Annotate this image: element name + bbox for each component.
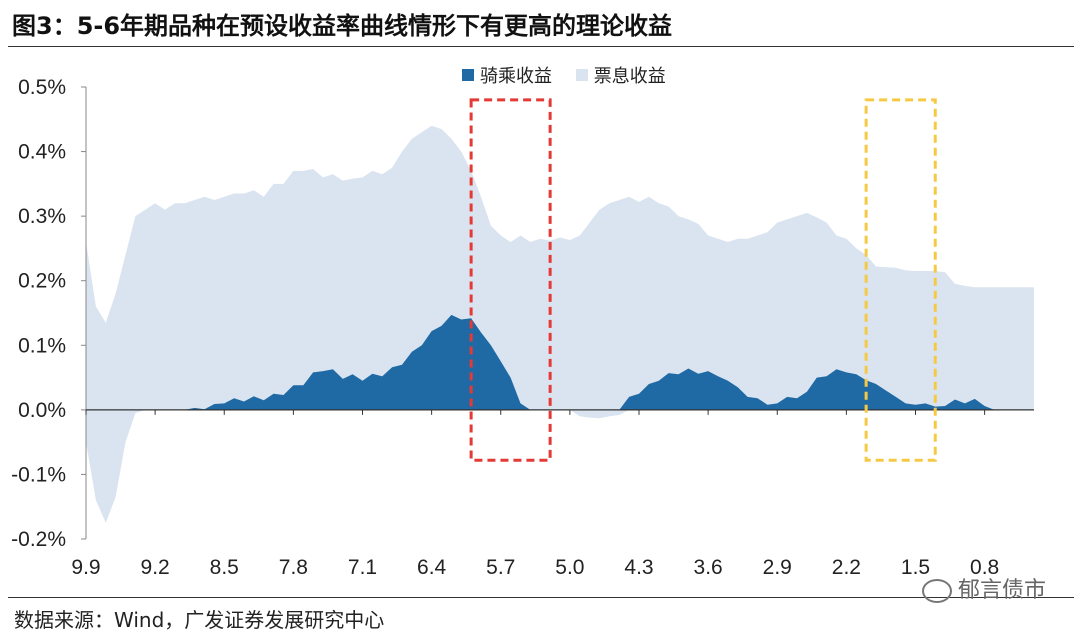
watermark: 郁言债市 (921, 572, 1046, 604)
title-divider (8, 46, 1074, 47)
x-tick-label: 1.5 (901, 556, 930, 579)
x-tick-label: 2.9 (763, 556, 792, 579)
x-tick-label: 9.2 (141, 556, 170, 579)
chart-legend: 骑乘收益 票息收益 (462, 62, 684, 88)
x-tick-label: 7.8 (279, 556, 308, 579)
y-tick-label: 0.4% (18, 141, 66, 164)
x-tick-label: 6.4 (417, 556, 447, 579)
y-tick-label: 0.2% (18, 270, 66, 293)
red-highlight-box (469, 98, 552, 462)
coupon-area (86, 125, 1034, 410)
x-tick-label: 4.3 (624, 556, 653, 579)
yellow-highlight-box (864, 98, 937, 462)
x-tick-label: 0.8 (970, 556, 999, 579)
y-tick-label: 0.5% (18, 76, 66, 99)
x-tick-label: 5.0 (555, 556, 584, 579)
legend-item-rolldown: 骑乘收益 (462, 62, 552, 88)
source-note: 数据来源：Wind，广发证券发展研究中心 (14, 608, 385, 632)
rolldown-area (86, 314, 1034, 411)
legend-swatch-coupon (575, 69, 588, 81)
legend-swatch-rolldown (462, 69, 474, 81)
y-tick-label: -0.1% (11, 463, 66, 486)
x-tick-label: 8.5 (210, 556, 239, 579)
legend-label-coupon: 票息收益 (593, 66, 666, 87)
y-tick-label: 0.3% (18, 205, 66, 228)
coupon-dip-area (569, 409, 630, 419)
legend-label-rolldown: 骑乘收益 (480, 66, 552, 87)
watermark-text: 郁言债市 (957, 578, 1046, 603)
wechat-icon (921, 579, 952, 603)
legend-item-coupon: 票息收益 (575, 62, 666, 88)
y-tick-label: 0.0% (18, 399, 66, 422)
x-tick-label: 3.6 (694, 556, 723, 579)
chart-title: 图3：5-6年期品种在预设收益率曲线情形下有更高的理论收益 (12, 12, 673, 40)
x-tick-label: 9.9 (71, 556, 100, 579)
coupon-negative-area (86, 409, 146, 523)
y-tick-label: -0.2% (11, 528, 66, 551)
footer-divider (8, 597, 1074, 598)
x-tick-label: 2.2 (832, 556, 861, 579)
x-tick-label: 5.7 (486, 556, 515, 579)
y-tick-label: 0.1% (18, 334, 66, 357)
x-tick-label: 7.1 (348, 556, 377, 579)
